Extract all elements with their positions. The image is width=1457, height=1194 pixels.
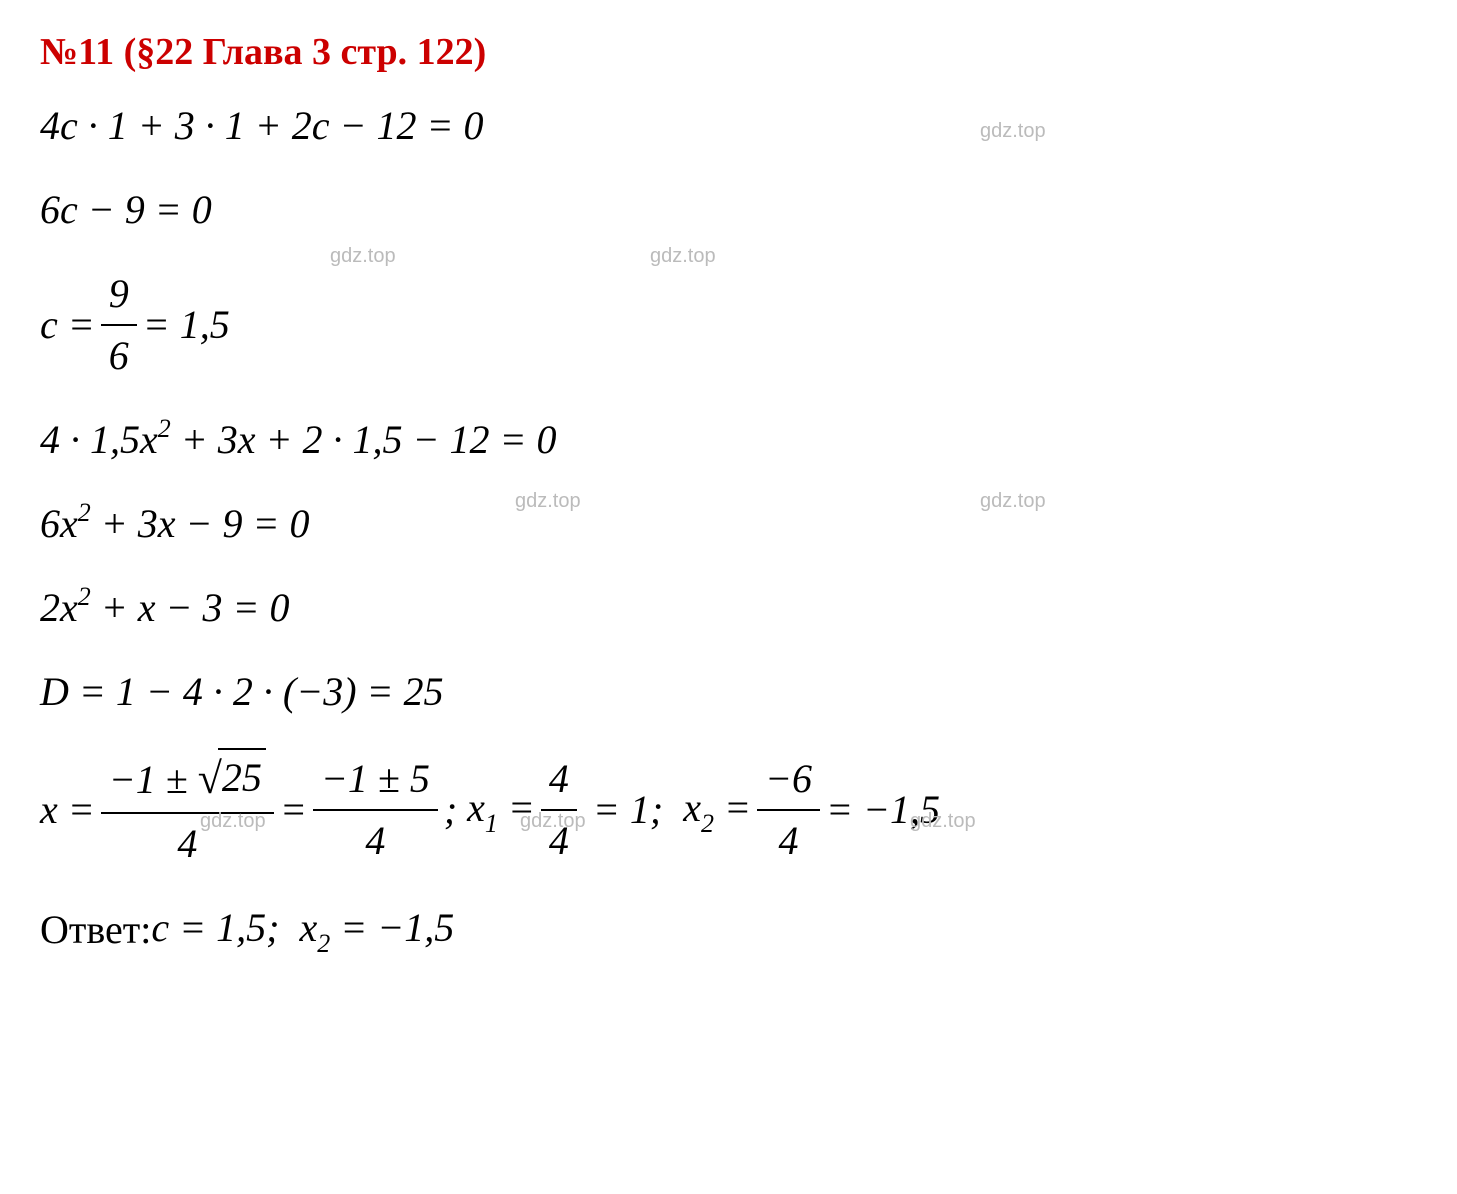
eq6-text: 2x2 + x − 3 = 0 [40, 580, 290, 636]
eq1-text: 4c · 1 + 3 · 1 + 2c − 12 = 0 [40, 98, 484, 154]
eq3-lhs: c = [40, 297, 95, 353]
eq8-fraction-4: −6 4 [757, 751, 820, 869]
eq8-f1-num: −1 ± √25 [101, 748, 274, 814]
eq5-text: 6x2 + 3x − 9 = 0 [40, 496, 310, 552]
watermark: gdz.top [650, 245, 716, 268]
watermark: gdz.top [910, 810, 976, 833]
eq8-x1-rhs: = 1; [583, 782, 683, 838]
watermark: gdz.top [515, 490, 581, 513]
equation-line-6: 2x2 + x − 3 = 0 [40, 580, 1417, 636]
eq4-text: 4 · 1,5x2 + 3x + 2 · 1,5 − 12 = 0 [40, 412, 557, 468]
eq8-fraction-2: −1 ± 5 4 [313, 751, 438, 869]
watermark: gdz.top [520, 810, 586, 833]
equation-line-5: 6x2 + 3x − 9 = 0 [40, 496, 1417, 552]
page-wrapper: №11 (§22 Глава 3 стр. 122) 4c · 1 + 3 · … [40, 30, 1417, 960]
eq8-f4-den: 4 [771, 811, 807, 869]
watermark: gdz.top [980, 490, 1046, 513]
eq8-eq1: = [280, 782, 307, 838]
eq8-f3-num: 4 [541, 751, 577, 811]
eq8-f4-num: −6 [757, 751, 820, 811]
equation-line-2: 6c − 9 = 0 [40, 182, 1417, 238]
answer-line: Ответ: c = 1,5; x2 = −1,5 [40, 900, 1417, 960]
eq8-f2-num: −1 ± 5 [313, 751, 438, 811]
eq3-frac-den: 6 [101, 326, 137, 384]
eq2-text: 6c − 9 = 0 [40, 182, 212, 238]
eq3-rhs: = 1,5 [143, 297, 230, 353]
eq7-text: D = 1 − 4 · 2 · (−3) = 25 [40, 664, 444, 720]
eq8-x: x = [40, 782, 95, 838]
equation-line-3: c = 9 6 = 1,5 [40, 266, 1417, 384]
eq3-fraction: 9 6 [101, 266, 137, 384]
equation-line-1: 4c · 1 + 3 · 1 + 2c − 12 = 0 [40, 98, 1417, 154]
eq8-sep1: ; [444, 782, 467, 838]
problem-title: №11 (§22 Глава 3 стр. 122) [40, 30, 1417, 74]
eq8-x2-label: x2 = [683, 780, 751, 840]
answer-text: c = 1,5; x2 = −1,5 [151, 900, 454, 960]
equation-line-4: 4 · 1,5x2 + 3x + 2 · 1,5 − 12 = 0 [40, 412, 1417, 468]
watermark: gdz.top [200, 810, 266, 833]
eq8-f2-den: 4 [357, 811, 393, 869]
watermark: gdz.top [980, 120, 1046, 143]
watermark: gdz.top [330, 245, 396, 268]
eq3-frac-num: 9 [101, 266, 137, 326]
answer-label: Ответ: [40, 902, 151, 958]
equation-line-7: D = 1 − 4 · 2 · (−3) = 25 [40, 664, 1417, 720]
